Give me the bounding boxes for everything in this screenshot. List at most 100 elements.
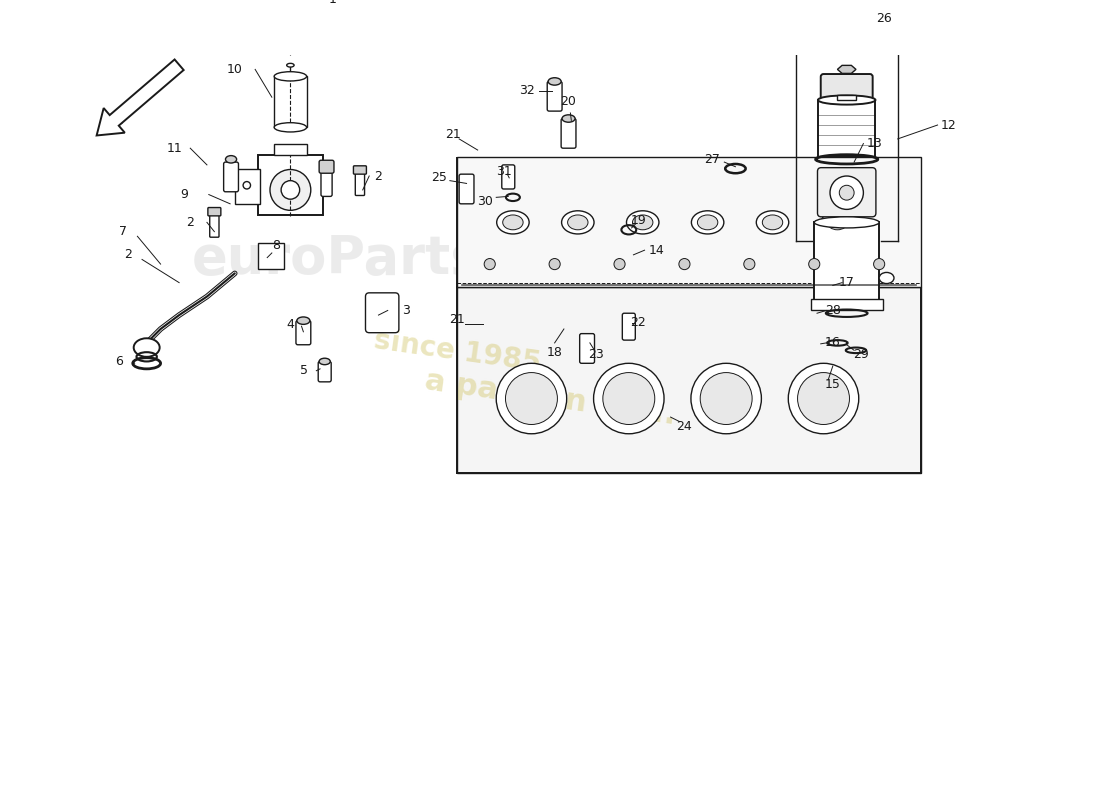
Ellipse shape xyxy=(627,210,659,234)
Circle shape xyxy=(701,373,752,425)
Circle shape xyxy=(839,186,854,200)
Polygon shape xyxy=(458,287,921,473)
Text: 21: 21 xyxy=(444,128,461,141)
Text: euroParts: euroParts xyxy=(191,234,482,286)
Ellipse shape xyxy=(827,215,848,230)
Ellipse shape xyxy=(692,210,724,234)
FancyBboxPatch shape xyxy=(355,170,364,195)
Text: 32: 32 xyxy=(519,84,535,98)
Text: 15: 15 xyxy=(825,378,840,391)
FancyBboxPatch shape xyxy=(580,334,594,363)
FancyBboxPatch shape xyxy=(459,174,474,204)
Bar xyxy=(257,242,284,269)
Text: 9: 9 xyxy=(179,188,188,201)
Text: 28: 28 xyxy=(825,304,840,317)
FancyBboxPatch shape xyxy=(208,207,221,216)
Bar xyxy=(811,299,883,310)
Bar xyxy=(274,76,307,127)
Text: 19: 19 xyxy=(630,214,646,227)
Text: a passion for...: a passion for... xyxy=(422,366,678,430)
Ellipse shape xyxy=(287,63,294,67)
Ellipse shape xyxy=(757,210,789,234)
Bar xyxy=(274,144,307,155)
FancyBboxPatch shape xyxy=(223,162,239,192)
Bar xyxy=(837,95,856,100)
FancyBboxPatch shape xyxy=(623,314,636,340)
Circle shape xyxy=(549,258,560,270)
Ellipse shape xyxy=(134,338,159,357)
FancyBboxPatch shape xyxy=(318,362,331,382)
Circle shape xyxy=(798,373,849,425)
Ellipse shape xyxy=(297,317,310,324)
Ellipse shape xyxy=(274,72,307,81)
Ellipse shape xyxy=(814,217,879,228)
Circle shape xyxy=(830,176,864,210)
Bar xyxy=(818,100,876,158)
Ellipse shape xyxy=(762,215,783,230)
Circle shape xyxy=(594,363,664,434)
Ellipse shape xyxy=(562,115,575,122)
Text: since 1985: since 1985 xyxy=(372,326,542,378)
Polygon shape xyxy=(837,66,856,74)
Text: 23: 23 xyxy=(588,347,604,361)
Ellipse shape xyxy=(822,210,854,234)
Ellipse shape xyxy=(818,95,876,105)
Text: 1: 1 xyxy=(328,0,337,6)
Text: 5: 5 xyxy=(300,364,308,378)
Circle shape xyxy=(484,258,495,270)
Circle shape xyxy=(270,170,311,210)
Bar xyxy=(265,0,316,44)
Circle shape xyxy=(679,258,690,270)
Text: 25: 25 xyxy=(431,171,447,184)
Text: 6: 6 xyxy=(114,355,123,368)
Circle shape xyxy=(744,258,755,270)
FancyBboxPatch shape xyxy=(502,165,515,189)
Ellipse shape xyxy=(632,215,653,230)
Text: 14: 14 xyxy=(649,244,664,257)
Circle shape xyxy=(614,258,625,270)
Ellipse shape xyxy=(226,156,236,163)
Text: 3: 3 xyxy=(403,304,410,317)
Text: 4: 4 xyxy=(286,318,295,331)
Ellipse shape xyxy=(497,210,529,234)
FancyBboxPatch shape xyxy=(561,118,576,148)
Bar xyxy=(257,155,322,215)
Text: 10: 10 xyxy=(227,63,243,76)
FancyBboxPatch shape xyxy=(296,321,311,345)
Text: 31: 31 xyxy=(496,165,512,178)
Bar xyxy=(234,169,260,204)
FancyBboxPatch shape xyxy=(319,160,334,174)
Text: 29: 29 xyxy=(852,347,869,361)
Ellipse shape xyxy=(697,215,718,230)
FancyBboxPatch shape xyxy=(365,293,399,333)
Text: 24: 24 xyxy=(676,420,692,433)
Ellipse shape xyxy=(274,122,307,132)
FancyBboxPatch shape xyxy=(821,74,872,100)
Circle shape xyxy=(691,363,761,434)
Text: 2: 2 xyxy=(374,170,383,182)
Circle shape xyxy=(603,373,654,425)
Text: 12: 12 xyxy=(940,118,957,131)
Text: 20: 20 xyxy=(561,95,576,108)
Bar xyxy=(458,158,921,287)
Circle shape xyxy=(506,373,558,425)
Circle shape xyxy=(789,363,859,434)
Text: 11: 11 xyxy=(166,142,183,154)
Text: 21: 21 xyxy=(450,314,465,326)
Text: 26: 26 xyxy=(876,12,892,25)
Ellipse shape xyxy=(319,358,330,365)
Text: 22: 22 xyxy=(630,316,646,329)
Circle shape xyxy=(282,181,299,199)
Circle shape xyxy=(873,258,884,270)
Text: 7: 7 xyxy=(120,225,128,238)
Text: 18: 18 xyxy=(547,346,562,358)
Circle shape xyxy=(496,363,566,434)
Text: 2: 2 xyxy=(186,216,195,229)
Ellipse shape xyxy=(568,215,588,230)
Text: 16: 16 xyxy=(825,337,840,350)
Text: 30: 30 xyxy=(477,195,493,209)
Bar xyxy=(814,222,879,301)
Text: 13: 13 xyxy=(867,137,882,150)
Circle shape xyxy=(243,182,251,189)
Text: 17: 17 xyxy=(839,276,855,289)
